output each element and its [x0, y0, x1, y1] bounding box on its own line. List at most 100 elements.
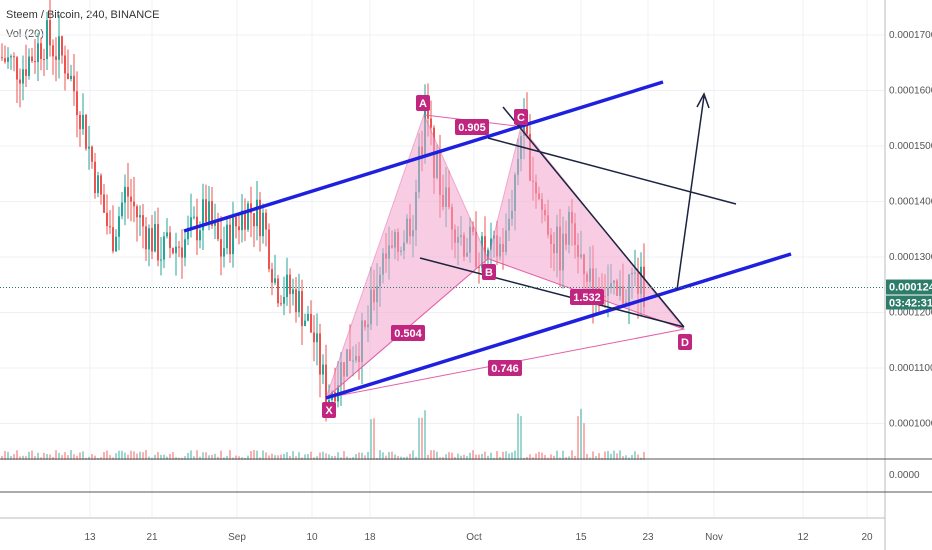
- candle-body: [52, 45, 54, 57]
- candle-body: [301, 291, 303, 327]
- candle-body: [316, 333, 318, 343]
- point-label-a-bg: [416, 95, 430, 111]
- candle-body: [103, 194, 105, 213]
- point-label-b-bg: [482, 264, 496, 280]
- volume-bar: [127, 454, 129, 460]
- candle-body: [46, 20, 48, 60]
- candle-body: [268, 229, 270, 270]
- candle-body: [157, 223, 159, 261]
- volume-bar: [400, 456, 402, 460]
- volume-bar: [499, 456, 501, 460]
- volume-bar: [355, 454, 357, 460]
- candle-body: [121, 202, 123, 217]
- volume-bar: [277, 455, 279, 460]
- candle-body: [118, 216, 120, 237]
- volume-bar: [316, 456, 318, 460]
- x-tick-label: 13: [84, 532, 96, 543]
- point-label-b: B: [485, 267, 493, 279]
- volume-bar: [505, 451, 507, 460]
- volume-bar: [115, 453, 117, 460]
- volume-bar: [328, 454, 330, 460]
- candle-body: [226, 224, 228, 249]
- candle-body: [220, 239, 222, 257]
- volume-bar: [34, 456, 36, 460]
- volume-bar: [598, 453, 600, 460]
- volume-bar: [544, 455, 546, 460]
- volume-bar: [610, 453, 612, 460]
- candle-body: [181, 247, 183, 258]
- volume-bar: [406, 456, 408, 460]
- candle-body: [295, 289, 297, 313]
- candle-body: [16, 57, 18, 80]
- volume-bar: [7, 451, 9, 460]
- point-label-d: D: [681, 337, 689, 349]
- volume-bar: [67, 455, 69, 460]
- last-price-tag-bg: [886, 279, 932, 295]
- candle-body: [19, 79, 21, 84]
- countdown-tag-bg: [886, 295, 932, 310]
- candle-body: [172, 248, 174, 254]
- volume-bar: [199, 456, 201, 460]
- volume-bar: [553, 455, 555, 460]
- volume-bar: [28, 451, 30, 460]
- volume-bar: [211, 454, 213, 460]
- volume-bar: [583, 423, 585, 460]
- descending-trendline: [502, 106, 685, 328]
- candle-body: [169, 232, 171, 249]
- volume-bar: [382, 452, 384, 460]
- volume-bar: [106, 450, 108, 460]
- last-price-tag: 0.0001245: [889, 282, 932, 294]
- candle-body: [229, 224, 231, 255]
- volume-bar: [52, 456, 54, 460]
- pattern-labels: X A B C D 0.905 0.504 1.532 0.746: [322, 95, 692, 418]
- volume-bar: [271, 453, 273, 460]
- volume-bar: [91, 454, 93, 460]
- candle-body: [256, 199, 258, 227]
- candle-body: [313, 332, 315, 343]
- volume-bar: [136, 453, 138, 460]
- candle-body: [106, 212, 108, 227]
- volume-bar: [511, 452, 513, 460]
- volume-bar: [562, 450, 564, 460]
- candle-body: [277, 278, 279, 304]
- volume-bar: [418, 417, 420, 460]
- x-tick-label: Oct: [466, 532, 482, 543]
- candle-body: [115, 236, 117, 252]
- candle-body: [304, 320, 306, 327]
- volume-bar: [460, 455, 462, 460]
- volume-bar: [490, 452, 492, 460]
- volume-indicator-label: Vol (20): [6, 28, 44, 40]
- candle-body: [193, 216, 195, 218]
- volume-bar: [607, 450, 609, 460]
- candle-body: [49, 20, 51, 46]
- volume-bar: [139, 451, 141, 460]
- candle-body: [40, 43, 42, 60]
- volume-bar: [58, 452, 60, 460]
- volume-bar: [550, 454, 552, 460]
- volume-bar: [625, 455, 627, 460]
- volume-bar: [235, 455, 237, 460]
- volume-bar: [346, 456, 348, 460]
- point-label-d-bg: [678, 334, 692, 350]
- lower-trendline: [419, 257, 685, 328]
- x-tick-label: Nov: [705, 532, 723, 543]
- candle-body: [145, 226, 147, 250]
- volume-bar: [13, 454, 15, 460]
- volume-bar: [529, 454, 531, 460]
- candle-body: [73, 75, 75, 92]
- volume-bar: [109, 455, 111, 460]
- ratio-label: 0.746: [491, 363, 519, 375]
- volume-bar: [373, 418, 375, 460]
- volume-bar: [334, 456, 336, 460]
- candle-body: [64, 55, 66, 74]
- volume-bar: [238, 456, 240, 460]
- candle-body: [124, 186, 126, 203]
- volume-bar: [220, 450, 222, 460]
- volume-bar: [415, 456, 417, 460]
- volume-bar: [502, 451, 504, 460]
- volume-bar: [478, 454, 480, 460]
- candle-body: [28, 56, 30, 76]
- candle-body: [259, 199, 261, 237]
